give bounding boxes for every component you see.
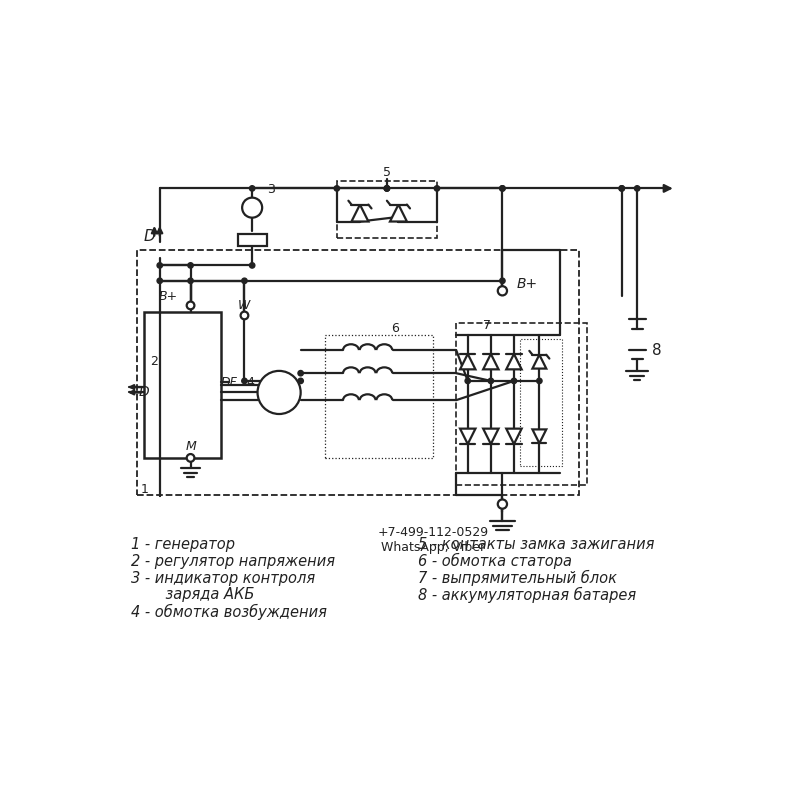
Polygon shape [483, 354, 498, 370]
Circle shape [298, 370, 303, 376]
Text: 7: 7 [483, 319, 491, 332]
Circle shape [157, 262, 162, 268]
Circle shape [384, 186, 390, 191]
Bar [137, 250, 579, 495]
Polygon shape [483, 429, 498, 444]
Polygon shape [533, 430, 546, 443]
Text: 2 - регулятор напряжения: 2 - регулятор напряжения [131, 554, 335, 569]
Text: 8: 8 [651, 342, 662, 358]
Polygon shape [533, 354, 546, 369]
Circle shape [242, 378, 247, 383]
Text: 6: 6 [390, 322, 398, 335]
Circle shape [434, 186, 440, 191]
Circle shape [250, 186, 255, 191]
Circle shape [500, 186, 505, 191]
Text: 3: 3 [267, 183, 275, 197]
Text: 4 - обмотка возбуждения: 4 - обмотка возбуждения [131, 604, 327, 620]
Text: DF: DF [221, 376, 238, 389]
Circle shape [465, 378, 470, 383]
Bar [238, 234, 266, 246]
Bar [326, 334, 433, 458]
Bar [520, 338, 562, 466]
Circle shape [498, 286, 507, 295]
Circle shape [498, 499, 507, 509]
Text: W: W [238, 299, 250, 312]
Circle shape [258, 371, 301, 414]
Circle shape [242, 198, 262, 218]
Circle shape [188, 262, 194, 268]
Text: 1 - генератор: 1 - генератор [131, 537, 235, 552]
Polygon shape [506, 354, 522, 370]
Circle shape [511, 378, 517, 383]
Text: 1: 1 [141, 483, 148, 496]
Circle shape [298, 378, 303, 383]
Circle shape [634, 186, 640, 191]
Polygon shape [506, 429, 522, 444]
Polygon shape [390, 205, 407, 222]
Circle shape [241, 311, 248, 319]
Text: B+: B+ [516, 277, 538, 291]
Bar [337, 181, 437, 238]
Text: 6 - обмотка статора: 6 - обмотка статора [418, 553, 572, 569]
Circle shape [188, 278, 194, 283]
Circle shape [500, 186, 505, 191]
Bar [144, 312, 222, 458]
Text: заряда АКБ: заряда АКБ [146, 587, 254, 602]
Text: 5 - контакты замка зажигания: 5 - контакты замка зажигания [418, 537, 654, 552]
Polygon shape [460, 429, 475, 444]
Text: 3 - индикатор контроля: 3 - индикатор контроля [131, 570, 315, 586]
Text: +7-499-112-0529
WhatsApp, Viber: +7-499-112-0529 WhatsApp, Viber [378, 526, 489, 554]
Text: D: D [139, 386, 150, 399]
Bar [456, 323, 587, 485]
Circle shape [488, 378, 494, 383]
Circle shape [619, 186, 625, 191]
Text: 7 - выпрямительный блок: 7 - выпрямительный блок [418, 570, 617, 586]
Circle shape [186, 302, 194, 310]
Text: M: M [185, 440, 196, 453]
Text: 4: 4 [246, 376, 254, 389]
Text: 5: 5 [383, 166, 391, 179]
Circle shape [500, 278, 505, 283]
Text: 2: 2 [150, 355, 158, 368]
Polygon shape [460, 354, 475, 370]
Circle shape [384, 186, 390, 191]
Circle shape [334, 186, 339, 191]
Text: B+: B+ [158, 290, 178, 302]
Polygon shape [351, 205, 369, 222]
Circle shape [242, 278, 247, 283]
Circle shape [186, 454, 194, 462]
Circle shape [537, 378, 542, 383]
Circle shape [250, 262, 255, 268]
Circle shape [384, 186, 390, 191]
Circle shape [157, 278, 162, 283]
Circle shape [619, 186, 625, 191]
Text: D: D [144, 230, 156, 245]
Text: 8 - аккумуляторная батарея: 8 - аккумуляторная батарея [418, 587, 636, 603]
